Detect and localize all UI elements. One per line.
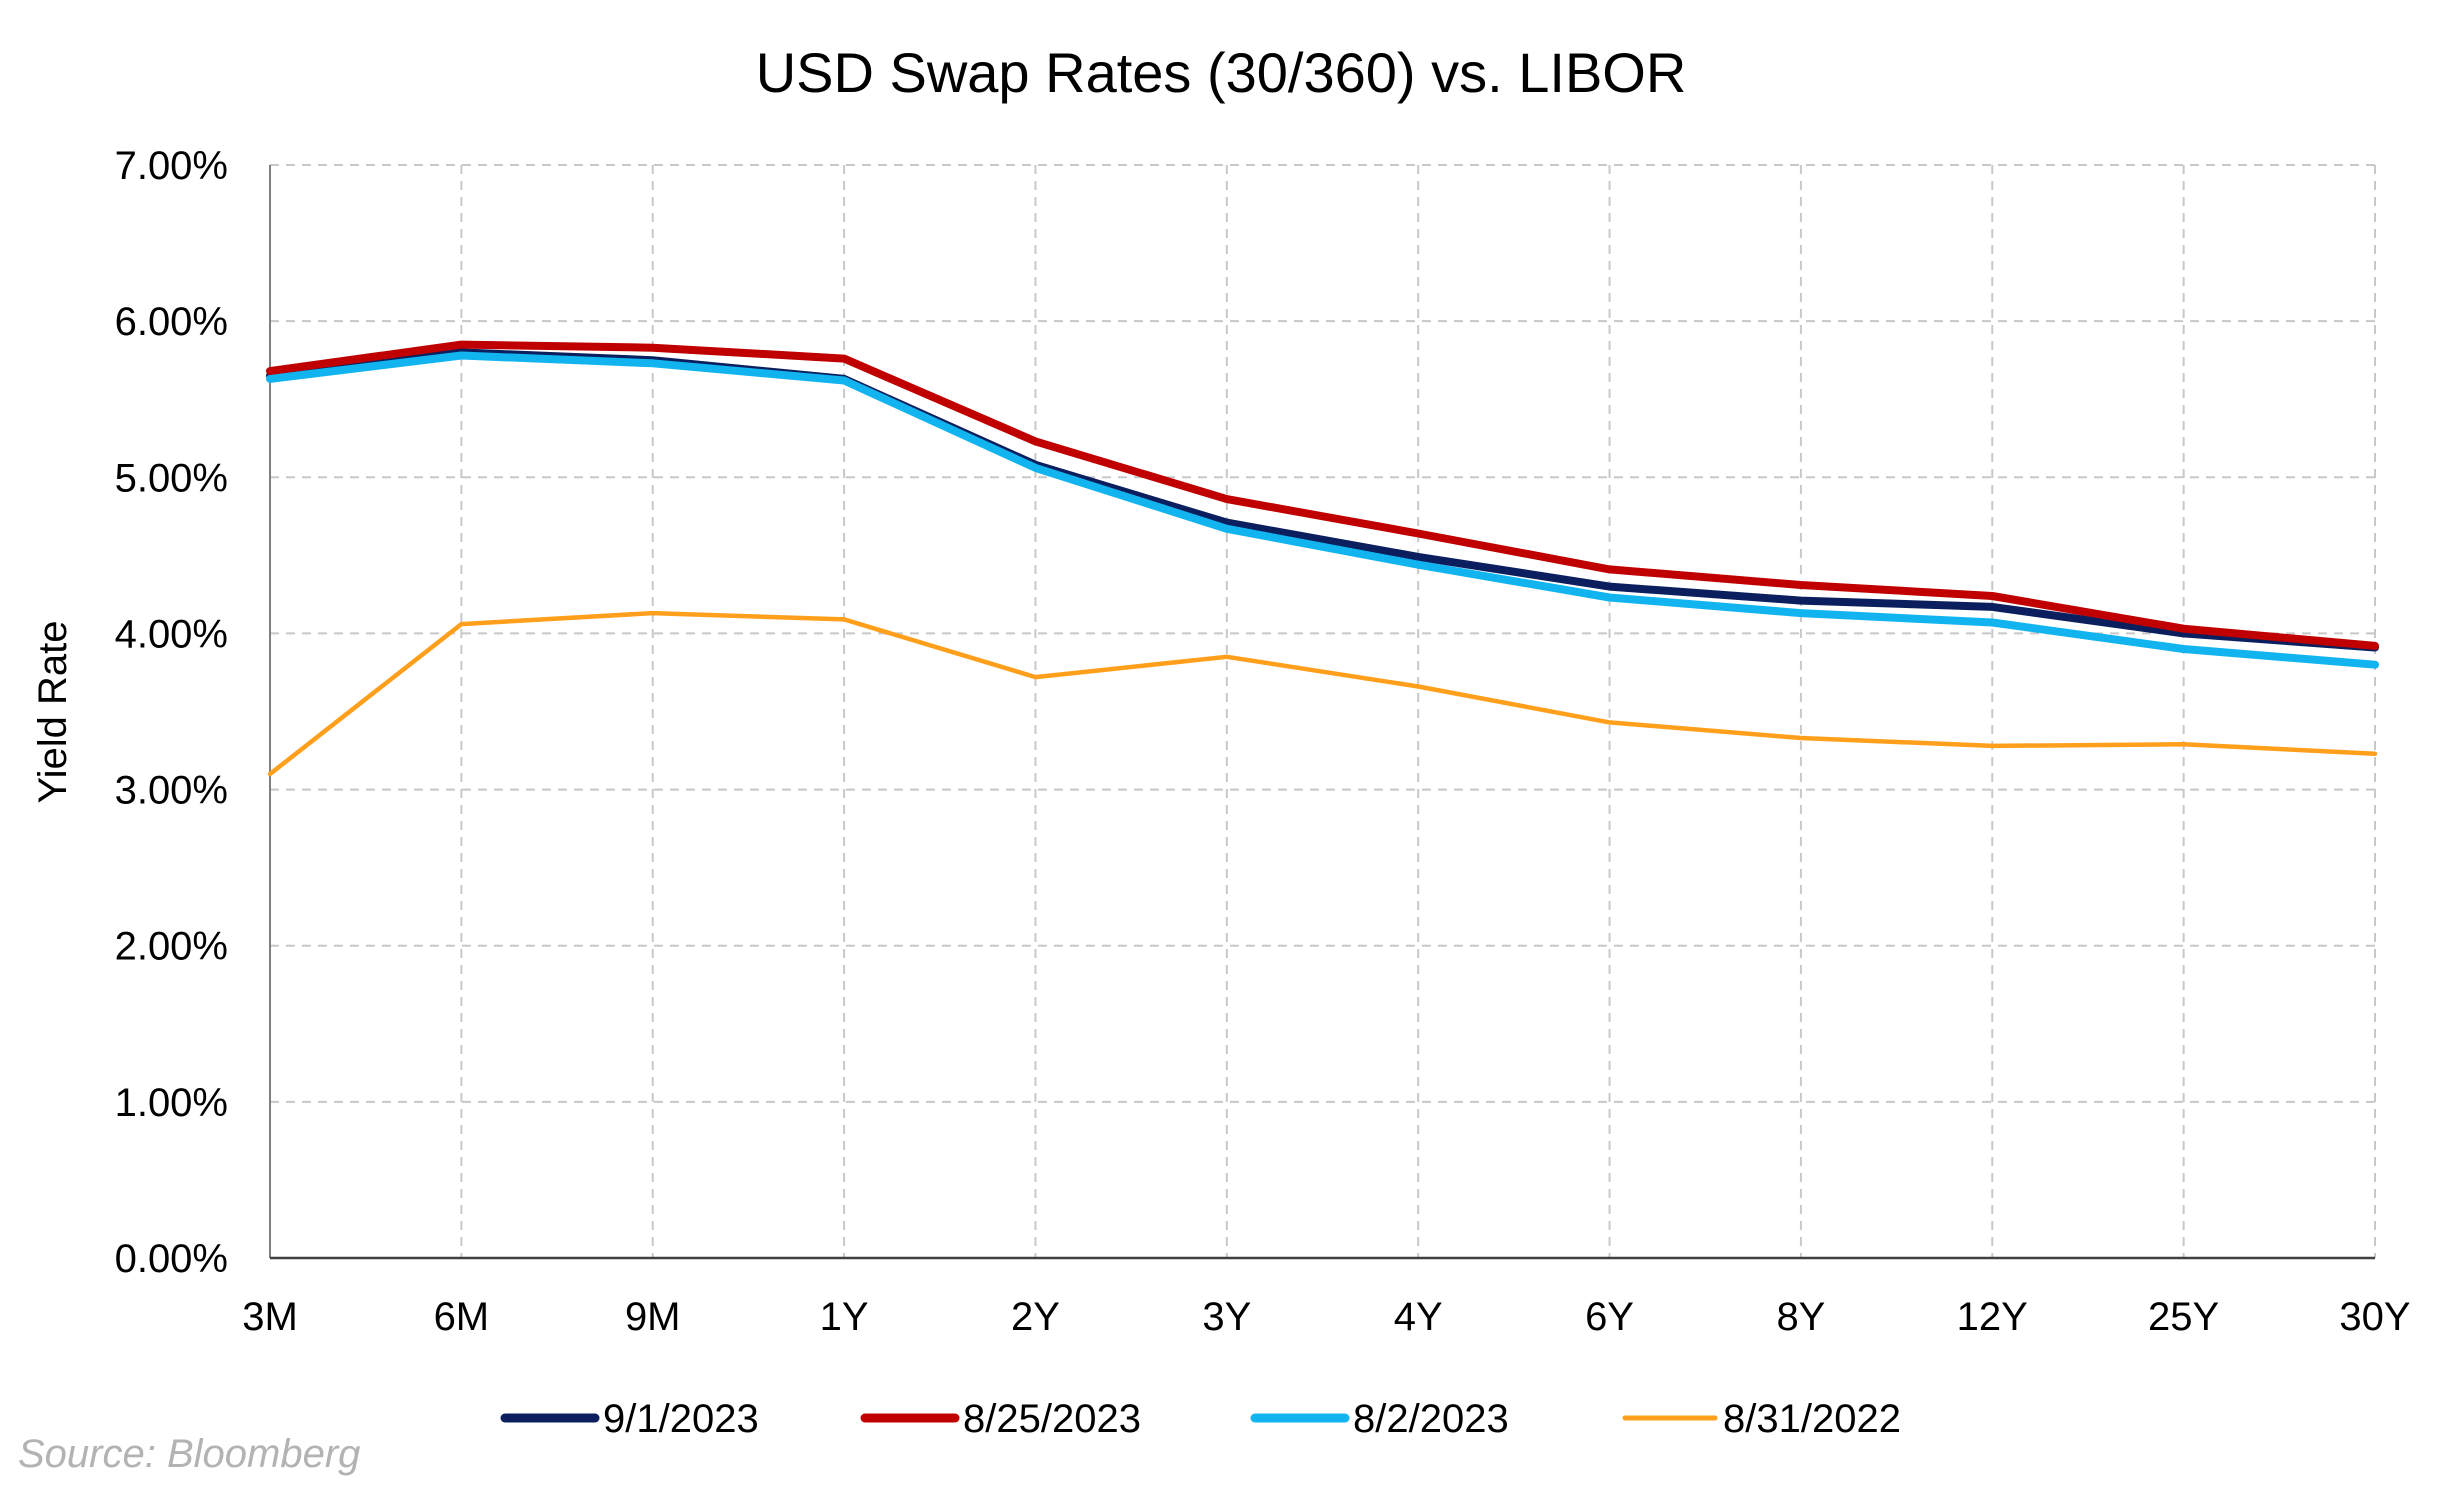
x-tick-label: 12Y [1957, 1295, 2028, 1339]
legend-label: 8/31/2022 [1723, 1397, 1901, 1441]
y-tick-label: 6.00% [115, 300, 228, 344]
series-line-8-2-2023 [266, 351, 2379, 669]
legend: 9/1/2023 8/25/2023 8/2/2023 8/31/2022 [500, 1397, 1901, 1441]
series-line-9-1-2023 [266, 348, 2379, 652]
x-tick-label: 9M [625, 1295, 681, 1339]
x-tick-label: 1Y [820, 1295, 869, 1339]
y-tick-label: 3.00% [115, 769, 228, 813]
grid [270, 164, 2376, 1258]
source-note: Source: Bloomberg [18, 1432, 361, 1476]
legend-label: 9/1/2023 [603, 1397, 759, 1441]
legend-label: 8/25/2023 [963, 1397, 1141, 1441]
x-tick-label: 2Y [1011, 1295, 1060, 1339]
x-tick-label: 6Y [1585, 1295, 1634, 1339]
tick-labels: 0.00% 1.00% 2.00% 3.00% 4.00% 5.00% 6.00% 7.00%… [115, 144, 2411, 1339]
y-tick-label: 5.00% [115, 456, 228, 500]
y-tick-label: 2.00% [115, 925, 228, 969]
axes [269, 165, 2375, 1260]
series-lines [266, 340, 2379, 777]
legend-label: 8/2/2023 [1353, 1397, 1509, 1441]
x-tick-label: 30Y [2339, 1295, 2410, 1339]
x-tick-label: 4Y [1394, 1295, 1443, 1339]
series-line-8-31-2022 [267, 610, 2378, 777]
x-tick-label: 8Y [1776, 1295, 1825, 1339]
x-tick-label: 3M [242, 1295, 298, 1339]
chart-title: USD Swap Rates (30/360) vs. LIBOR [756, 41, 1687, 104]
x-tick-label: 25Y [2148, 1295, 2219, 1339]
x-tick-label: 6M [434, 1295, 490, 1339]
y-axis-title: Yield Rate [31, 620, 75, 803]
y-tick-label: 4.00% [115, 612, 228, 656]
series-line-8-25-2023 [266, 340, 2379, 650]
y-tick-label: 1.00% [115, 1081, 228, 1125]
y-tick-label: 0.00% [115, 1237, 228, 1281]
y-tick-label: 7.00% [115, 144, 228, 188]
x-tick-label: 3Y [1202, 1295, 1251, 1339]
